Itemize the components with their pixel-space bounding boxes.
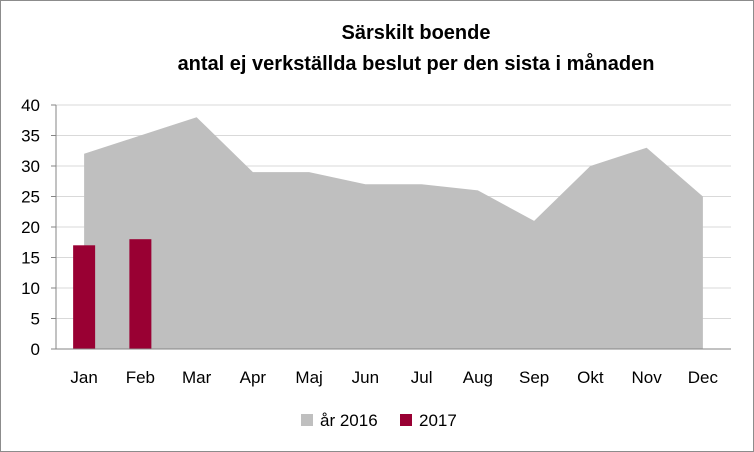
x-tick-label: Nov [632,368,663,387]
x-tick-label: Apr [240,368,267,387]
x-tick-label: Dec [688,368,719,387]
x-tick-label: Jul [411,368,433,387]
chart-subtitle: antal ej verkställda beslut per den sist… [178,52,655,75]
y-tick-label: 35 [21,127,40,146]
legend-label-0: år 2016 [320,411,378,430]
x-tick-label: Mar [182,368,212,387]
y-tick-label: 0 [31,340,40,359]
legend-swatch-0 [301,414,313,426]
legend-label-1: 2017 [419,411,457,430]
y-tick-label: 40 [21,96,40,115]
x-tick-label: Sep [519,368,549,387]
area-series-2016 [84,117,703,349]
y-tick-label: 20 [21,218,40,237]
bar-2017-jan [73,245,96,349]
y-tick-label: 15 [21,249,40,268]
y-tick-label: 10 [21,279,40,298]
x-tick-label: Jan [70,368,97,387]
chart-title: Särskilt boende [342,22,491,44]
y-tick-label: 25 [21,188,40,207]
x-tick-label: Feb [126,368,155,387]
y-tick-label: 30 [21,157,40,176]
x-tick-label: Maj [295,368,322,387]
y-tick-label: 5 [31,310,40,329]
legend-swatch-1 [400,414,412,426]
x-tick-label: Jun [352,368,379,387]
bar-2017-feb [129,239,152,349]
x-tick-label: Okt [577,368,604,387]
x-tick-label: Aug [463,368,493,387]
